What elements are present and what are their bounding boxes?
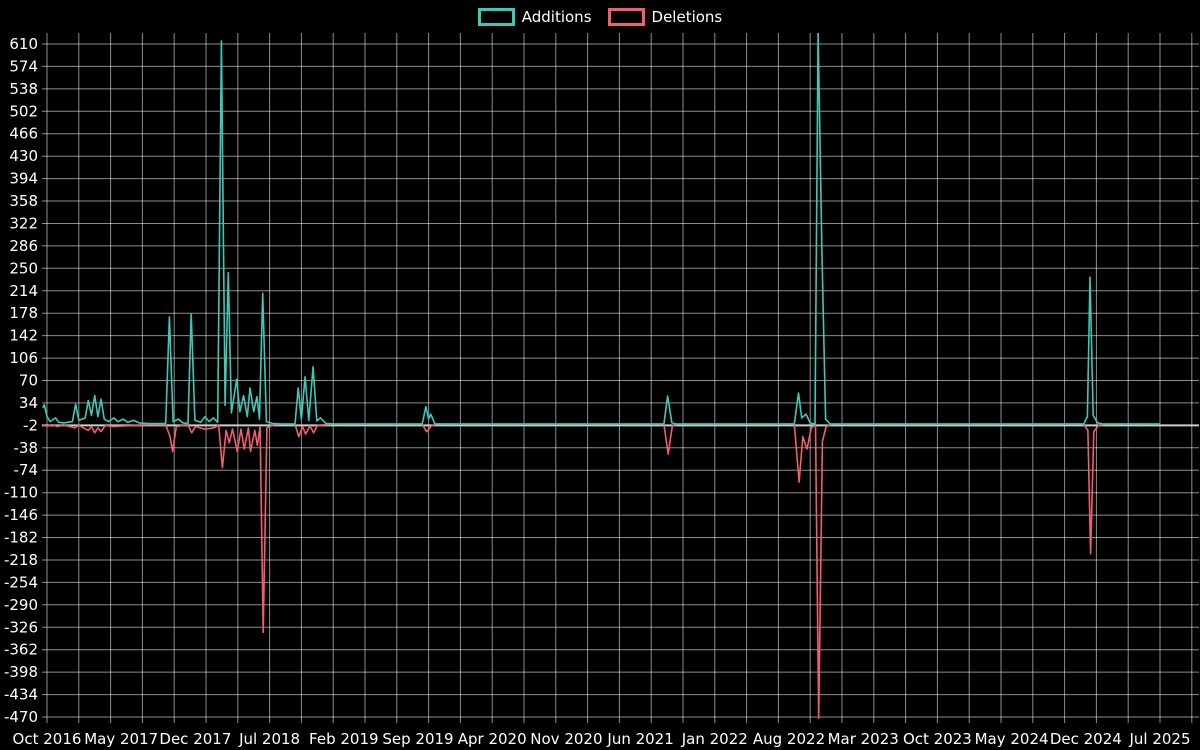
legend-item-deletions[interactable]: Deletions bbox=[607, 7, 723, 26]
y-tick-label: -182 bbox=[4, 529, 38, 547]
x-tick-label: Nov 2020 bbox=[530, 730, 602, 748]
x-tick-label: Jan 2022 bbox=[681, 730, 748, 748]
y-tick-label: 142 bbox=[9, 327, 38, 345]
y-tick-label: -146 bbox=[4, 506, 38, 524]
x-tick-label: May 2017 bbox=[84, 730, 158, 748]
x-tick-label: Sep 2019 bbox=[382, 730, 453, 748]
x-tick-label: Jul 2018 bbox=[238, 730, 300, 748]
x-tick-label: Jun 2021 bbox=[606, 730, 673, 748]
y-tick-label: -38 bbox=[14, 439, 39, 457]
y-tick-label: -398 bbox=[4, 663, 38, 681]
legend-label-deletions: Deletions bbox=[651, 7, 723, 26]
y-tick-label: 214 bbox=[9, 282, 38, 300]
x-tick-label: Feb 2019 bbox=[309, 730, 379, 748]
y-tick-label: -2 bbox=[23, 416, 38, 434]
additions-line bbox=[42, 33, 1160, 425]
y-tick-label: 286 bbox=[9, 237, 38, 255]
y-tick-label: -470 bbox=[4, 708, 38, 726]
y-tick-label: 538 bbox=[9, 80, 38, 98]
deletions-swatch-icon bbox=[607, 8, 645, 26]
deletions-line bbox=[42, 423, 1160, 720]
x-tick-label: Dec 2024 bbox=[1050, 730, 1122, 748]
x-tick-label: May 2024 bbox=[975, 730, 1049, 748]
x-tick-label: Aug 2022 bbox=[753, 730, 825, 748]
y-tick-label: 502 bbox=[9, 102, 38, 120]
y-tick-label: -290 bbox=[4, 596, 38, 614]
x-tick-label: Oct 2016 bbox=[13, 730, 82, 748]
y-tick-label: 34 bbox=[19, 394, 38, 412]
y-tick-label: 322 bbox=[9, 215, 38, 233]
y-tick-label: 106 bbox=[9, 349, 38, 367]
x-tick-label: Dec 2017 bbox=[159, 730, 231, 748]
x-axis-labels: Oct 2016 May 2017 Dec 2017 Jul 2018 Feb 2019… bbox=[13, 730, 1191, 748]
x-tick-label: Apr 2020 bbox=[458, 730, 527, 748]
y-tick-label: -74 bbox=[14, 461, 39, 479]
y-tick-label: -218 bbox=[4, 551, 38, 569]
y-tick-label: 610 bbox=[9, 35, 38, 53]
y-tick-label: -254 bbox=[4, 573, 38, 591]
gridlines bbox=[42, 33, 1199, 723]
y-tick-label: -434 bbox=[4, 686, 38, 704]
y-tick-label: 250 bbox=[9, 259, 38, 277]
x-tick-label: Oct 2023 bbox=[903, 730, 972, 748]
y-tick-label: -110 bbox=[4, 484, 38, 502]
y-tick-label: 574 bbox=[9, 57, 38, 75]
legend: Additions Deletions bbox=[0, 8, 1200, 26]
y-tick-label: 430 bbox=[9, 147, 38, 165]
y-tick-label: 394 bbox=[9, 170, 38, 188]
legend-label-additions: Additions bbox=[521, 7, 592, 26]
y-tick-label: 70 bbox=[19, 372, 38, 390]
x-tick-label: Jul 2025 bbox=[1128, 730, 1190, 748]
legend-item-additions[interactable]: Additions bbox=[477, 7, 592, 26]
y-tick-label: 358 bbox=[9, 192, 38, 210]
y-tick-label: -326 bbox=[4, 618, 38, 636]
y-axis-labels: 610 574 538 502 466 430 394 358 322 286 250 214 178 1… bbox=[4, 35, 38, 726]
x-tick-label: Mar 2023 bbox=[828, 730, 899, 748]
y-tick-label: 178 bbox=[9, 304, 38, 322]
y-tick-label: 466 bbox=[9, 125, 38, 143]
y-tick-label: -362 bbox=[4, 641, 38, 659]
additions-swatch-icon bbox=[477, 8, 515, 26]
